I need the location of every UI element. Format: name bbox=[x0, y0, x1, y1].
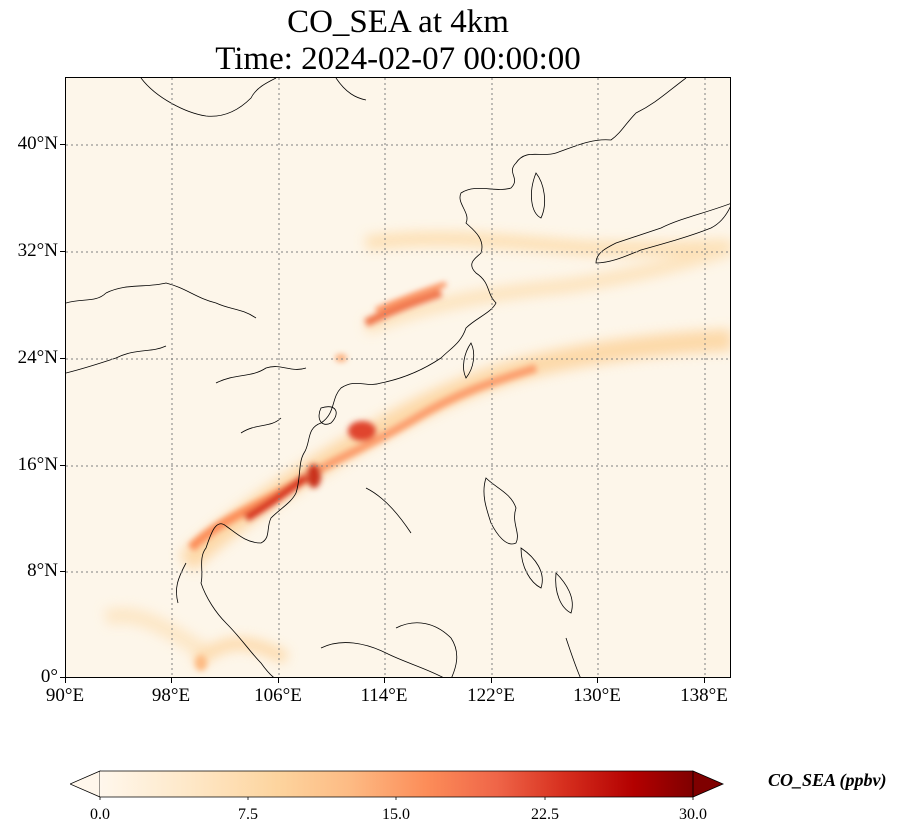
colorbar-gradient bbox=[100, 771, 693, 797]
lon-tick-label: 90°E bbox=[45, 685, 85, 706]
lon-tick-label: 122°E bbox=[467, 685, 515, 706]
lon-tickmark bbox=[597, 678, 598, 683]
colorbar-ticks bbox=[99, 797, 694, 800]
lat-tickmark bbox=[60, 358, 65, 359]
colorbar-tick-label: 0.0 bbox=[90, 806, 110, 823]
lat-tick-label: 16°N bbox=[17, 454, 58, 475]
lon-tick-label: 106°E bbox=[254, 685, 302, 706]
colorbar bbox=[70, 770, 725, 800]
colorbar-tick-label: 22.5 bbox=[531, 806, 559, 823]
lon-tickmark bbox=[704, 678, 705, 683]
lon-tickmark bbox=[65, 678, 66, 683]
coastlines bbox=[66, 78, 730, 677]
colorbar-tick-label: 7.5 bbox=[238, 806, 258, 823]
lat-tickmark bbox=[60, 465, 65, 466]
lon-tickmark bbox=[491, 678, 492, 683]
map-time-subtitle: Time: 2024-02-07 00:00:00 bbox=[215, 41, 581, 77]
lon-tickmark bbox=[171, 678, 172, 683]
map-title: CO_SEA at 4km bbox=[287, 4, 509, 40]
lat-tickmark bbox=[60, 251, 65, 252]
lat-tick-label: 8°N bbox=[27, 560, 58, 581]
lat-tick-label: 24°N bbox=[17, 347, 58, 368]
lon-tickmark bbox=[278, 678, 279, 683]
lon-tick-label: 138°E bbox=[680, 685, 728, 706]
map-canvas bbox=[66, 78, 730, 677]
colorbar-min-extend bbox=[70, 770, 101, 798]
co-plumes bbox=[103, 231, 730, 671]
colorbar-tick-label: 30.0 bbox=[679, 806, 707, 823]
lon-tick-label: 130°E bbox=[573, 685, 621, 706]
lat-tickmark bbox=[60, 677, 65, 678]
lat-tickmark bbox=[60, 571, 65, 572]
co-concentration-map bbox=[65, 77, 731, 678]
lat-tickmark bbox=[60, 144, 65, 145]
lon-tick-label: 114°E bbox=[360, 685, 408, 706]
lon-tick-label: 98°E bbox=[151, 685, 191, 706]
lon-tickmark bbox=[384, 678, 385, 683]
colorbar-label: CO_SEA (ppbv) bbox=[768, 770, 887, 790]
colorbar-tick-label: 15.0 bbox=[382, 806, 410, 823]
lat-tick-label: 32°N bbox=[17, 240, 58, 261]
colorbar-max-extend bbox=[692, 770, 725, 798]
lat-tick-label: 0° bbox=[40, 666, 58, 687]
lat-tick-label: 40°N bbox=[17, 133, 58, 154]
graticule bbox=[66, 78, 730, 677]
